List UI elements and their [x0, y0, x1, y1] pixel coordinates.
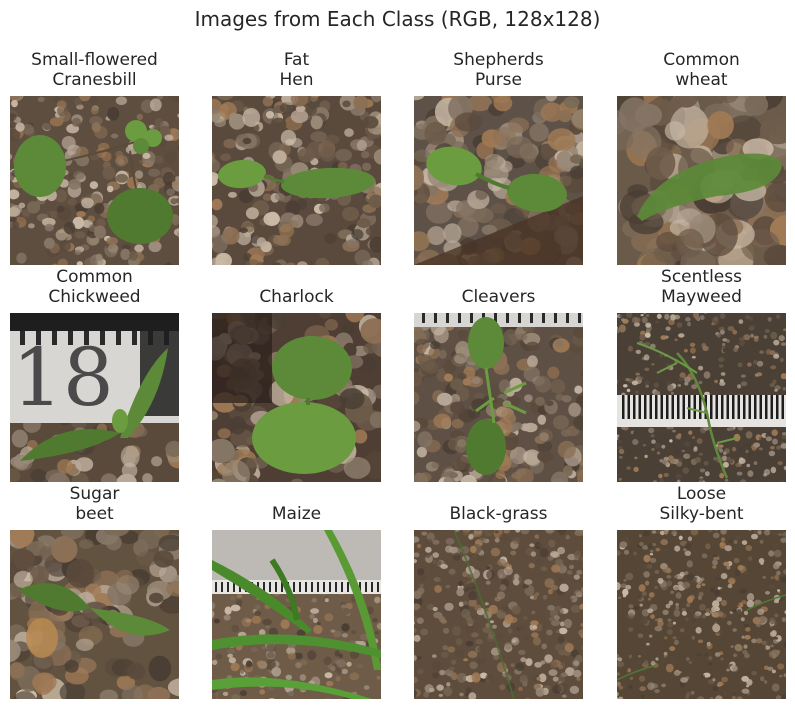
seedling-image: [414, 96, 583, 265]
panel-label: Common wheat: [597, 50, 795, 90]
panel-label-line: Loose: [676, 484, 727, 504]
panel-label: Fat Hen: [192, 50, 401, 90]
panel-label: Shepherds Purse: [394, 50, 603, 90]
panel-label: Maize: [192, 504, 401, 524]
seedling-image: [617, 96, 786, 265]
panel-label: Charlock: [192, 287, 401, 307]
seedling-photo: [212, 530, 381, 699]
seedling-photo: [414, 313, 583, 482]
figure-title: Images from Each Class (RGB, 128x128): [194, 7, 601, 31]
panel-label: Loose Silky-bent: [597, 484, 795, 524]
panel-label: Black-grass: [394, 504, 603, 524]
panel-label: Cleavers: [394, 287, 603, 307]
panel-label-line: Silky-bent: [659, 504, 744, 524]
seedling-photo: [414, 530, 583, 699]
panel-label-line: Cranesbill: [52, 70, 137, 90]
seedling-photo: [617, 530, 786, 699]
seedling-image: [10, 530, 179, 699]
panel-label-line: Cleavers: [461, 287, 536, 307]
seedling-image: [212, 313, 381, 482]
seedling-image: [617, 530, 786, 699]
seedling-image: [414, 530, 583, 699]
seedling-image: 18: [10, 313, 179, 482]
seedling-photo: [212, 96, 381, 265]
panel-label: Small-flowered Cranesbill: [0, 50, 199, 90]
panel-label-line: Hen: [279, 70, 314, 90]
seedling-image: [212, 96, 381, 265]
seedling-image: [414, 313, 583, 482]
panel-label-line: Chickweed: [48, 287, 141, 307]
seedling-photo: [10, 530, 179, 699]
panel-label-line: beet: [75, 504, 114, 524]
panel-label-line: Small-flowered: [31, 50, 158, 70]
panel-label-line: Maize: [271, 504, 322, 524]
panel-label: Scentless Mayweed: [597, 267, 795, 307]
panel-label-line: Common: [56, 267, 133, 287]
panel-label: Sugar beet: [0, 484, 199, 524]
panel-label-line: Sugar: [69, 484, 120, 504]
panel-label-line: Black-grass: [449, 504, 548, 524]
seedling-photo: [617, 313, 786, 482]
seedling-image: [212, 530, 381, 699]
svg-text:18: 18: [12, 331, 114, 424]
panel-label-line: Common: [663, 50, 740, 70]
panel-label-line: Shepherds: [453, 50, 544, 70]
seedling-image: [617, 313, 786, 482]
panel-label-line: Purse: [474, 70, 523, 90]
panel-label-line: Mayweed: [661, 287, 742, 307]
panel-label-line: wheat: [675, 70, 728, 90]
panel-label-line: Scentless: [661, 267, 742, 287]
seedling-photo: [414, 96, 583, 265]
seedling-photo: [617, 96, 786, 265]
panel-label: Common Chickweed: [0, 267, 199, 307]
panel-label-line: Charlock: [259, 287, 334, 307]
seedling-image: [10, 96, 179, 265]
panel-label-line: Fat: [283, 50, 310, 70]
seedling-photo: 18: [10, 313, 179, 482]
seedling-photo: [10, 96, 179, 265]
seedling-photo: [212, 313, 381, 482]
